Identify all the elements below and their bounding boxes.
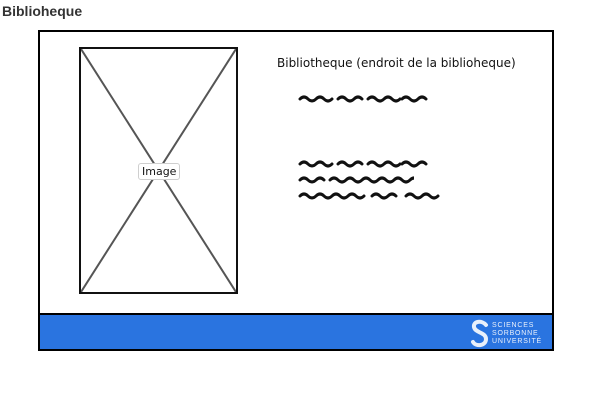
image-placeholder: Image [79, 47, 238, 294]
footer-bar: SCIENCES SORBONNE UNIVERSITÉ [40, 313, 552, 349]
logo-line-sciences: SCIENCES [492, 322, 535, 329]
image-placeholder-label: Image [138, 163, 181, 180]
wireframe-frame: Image Bibliotheque (endroit de la biblio… [38, 30, 554, 351]
placeholder-text-line [298, 176, 414, 184]
logo-line-sorbonne: SORBONNE [492, 330, 539, 337]
logo-line-universite: UNIVERSITÉ [492, 338, 543, 345]
page-title: Biblioheque [2, 3, 83, 19]
placeholder-text-line [298, 160, 428, 168]
placeholder-text-line [298, 192, 440, 200]
placeholder-text-line [298, 95, 428, 103]
sorbonne-s-logo-icon [471, 319, 489, 348]
library-heading: Bibliotheque (endroit de la biblioheque) [277, 56, 516, 70]
logo-text: SCIENCES SORBONNE UNIVERSITÉ [492, 322, 542, 346]
university-logo: SCIENCES SORBONNE UNIVERSITÉ [470, 319, 546, 349]
